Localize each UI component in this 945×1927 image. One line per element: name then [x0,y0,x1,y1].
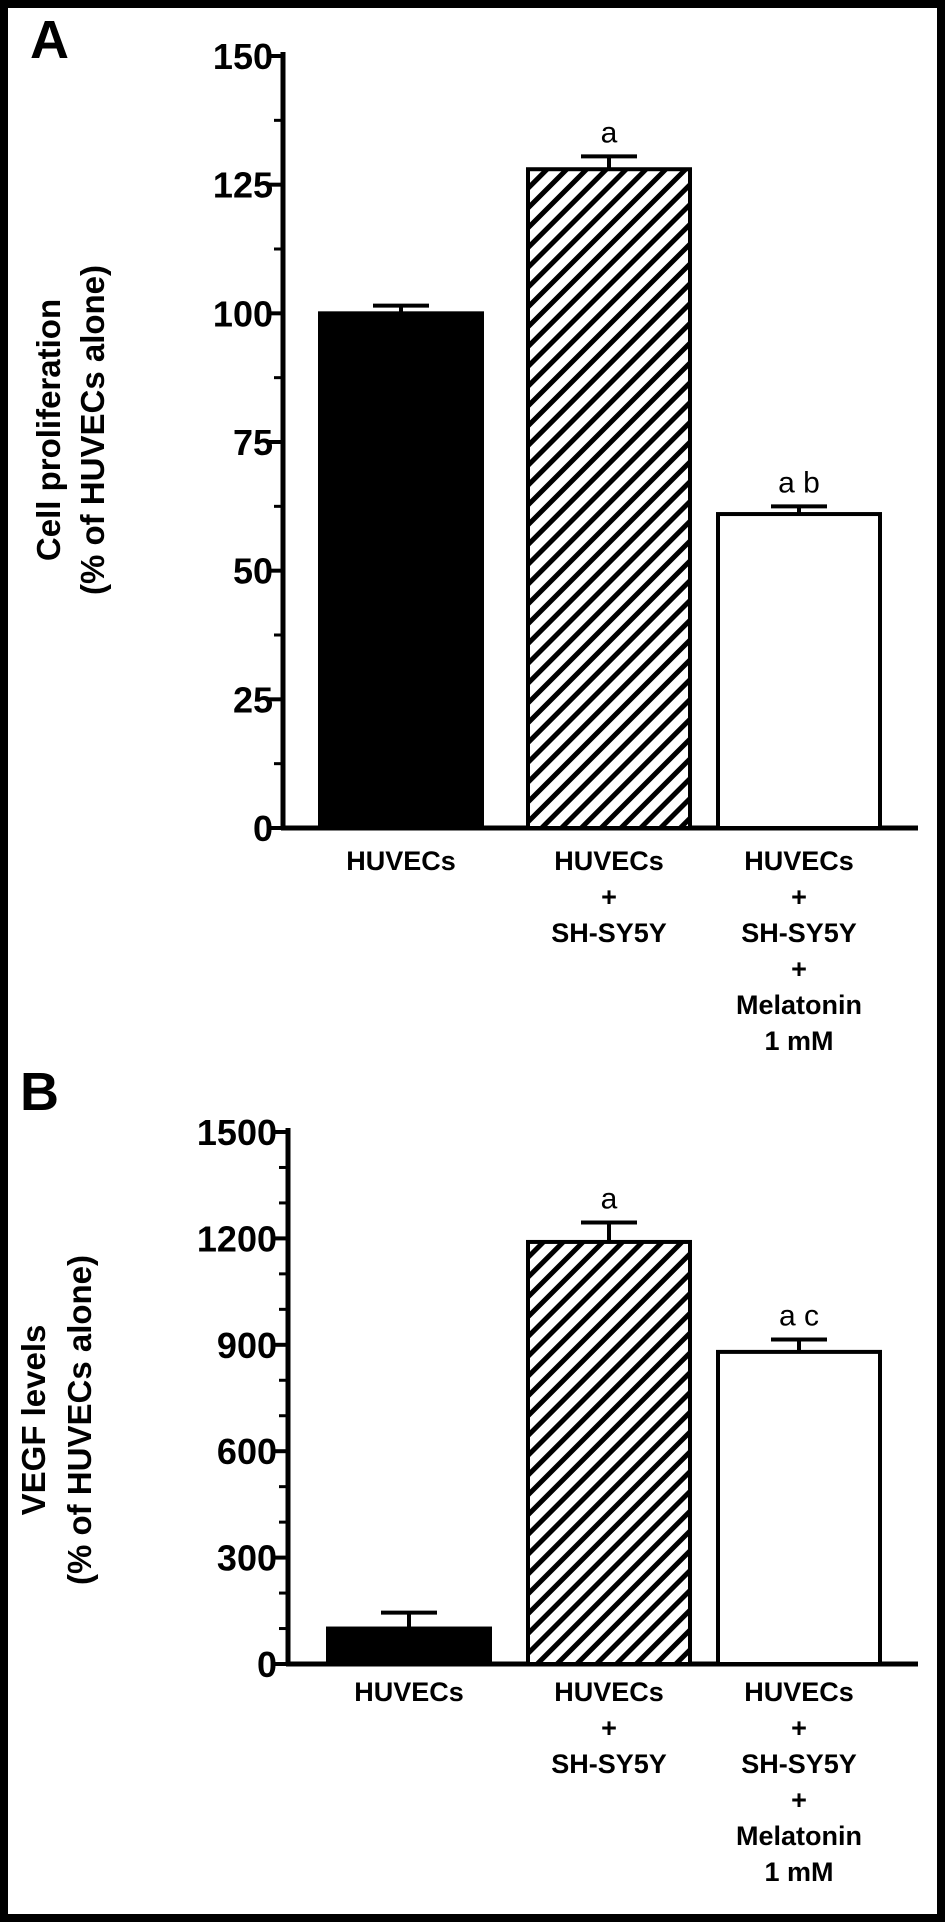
panel-a-category-label: SH-SY5Y [551,918,667,948]
panel-b-category-label: + [601,1713,617,1743]
panel-b-letter: B [20,1062,59,1122]
panel-a-tick-label: 50 [233,551,273,592]
panel-b-category-label: HUVECs [554,1677,664,1707]
panel-b-category-label: Melatonin [736,1821,862,1851]
panel-b-ylabel-line2: (% of HUVECs alone) [61,1255,98,1585]
panel-b-tick-label: 1500 [197,1112,277,1153]
panel-a-tick-label: 25 [233,679,273,720]
panel-a-tick-label: 100 [213,293,273,334]
panel-a-tick-label: 150 [213,36,273,77]
panel-b-tick-label: 900 [217,1325,277,1366]
panel-b-significance-label: a c [779,1299,819,1332]
panel-a-category-label: HUVECs [346,846,456,876]
panel-b-category-label: 1 mM [764,1857,833,1887]
panel-b-category-label: + [791,1785,807,1815]
panel-b-bar [326,1626,492,1666]
panel-a-tick-label: 125 [213,165,273,206]
panel-b-category-label: HUVECs [744,1677,854,1707]
panel-b-axis-title: VEGF levels (% of HUVECs alone) [15,1255,98,1585]
panel-a-chart: 0 25 50 75 100 125 150 HUVECs a HUVECs + SH-SY5Y a b… [213,36,918,1056]
panel-a-category-label: HUVECs [744,846,854,876]
panel-a-bar [716,512,882,830]
panel-b-bar [716,1349,882,1666]
panel-a-category-label: + [791,882,807,912]
panel-b-category-label: + [791,1713,807,1743]
panel-a-bar [318,311,484,831]
panel-a-axis-title: Cell proliferation (% of HUVECs alone) [30,265,111,595]
panel-a-ylabel-line1: Cell proliferation [30,299,67,561]
panel-b-tick-label: 300 [217,1538,277,1579]
panel-b-tick-label: 0 [257,1644,277,1685]
panel-b-chart: 0 300 600 900 1200 1500 HUVECs a HUVECs + SH-SY5Y a… [197,1112,918,1887]
panel-a-ylabel-line2: (% of HUVECs alone) [74,265,111,595]
panel-b-significance-label: a [601,1182,618,1215]
panel-a-tick-label: 0 [253,808,273,849]
panel-a-category-label: + [601,882,617,912]
panel-b-tick-label: 1200 [197,1218,277,1259]
panel-a-category-label: + [791,954,807,984]
panel-a-category-label: SH-SY5Y [741,918,857,948]
panel-a-significance-label: a b [778,466,820,499]
panel-b-category-label: SH-SY5Y [551,1749,667,1779]
panel-b-bar [526,1239,692,1666]
panel-a-letter: A [30,10,69,70]
panel-b-category-label: SH-SY5Y [741,1749,857,1779]
panel-a-category-label: 1 mM [764,1026,833,1056]
panel-a-significance-label: a [601,116,618,149]
panel-b-category-label: HUVECs [354,1677,464,1707]
panel-b-tick-label: 600 [217,1431,277,1472]
panel-a-category-label: Melatonin [736,990,862,1020]
panel-a-bar [526,167,692,830]
panel-a-category-label: HUVECs [554,846,664,876]
panel-b-ylabel-line1: VEGF levels [15,1325,52,1516]
panel-a-tick-label: 75 [233,422,273,463]
